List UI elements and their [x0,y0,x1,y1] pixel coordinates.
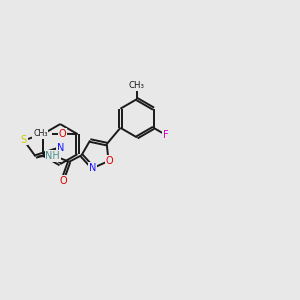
Text: NH: NH [45,151,60,161]
Text: O: O [59,129,67,139]
Text: N: N [57,143,64,153]
Text: CH₃: CH₃ [129,81,145,90]
Text: O: O [60,176,68,186]
Text: O: O [105,156,113,166]
Text: N: N [89,163,97,173]
Text: S: S [21,135,27,145]
Text: F: F [163,130,168,140]
Text: CH₃: CH₃ [33,129,47,138]
